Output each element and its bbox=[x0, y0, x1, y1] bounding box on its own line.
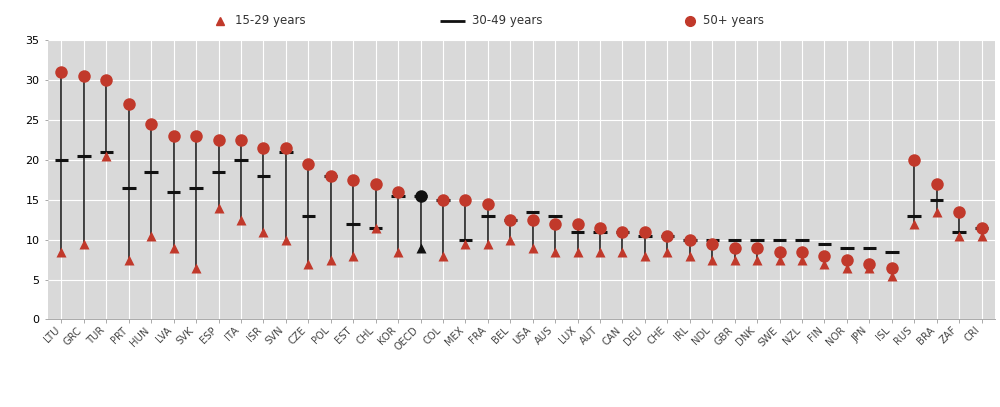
Text: 30-49 years: 30-49 years bbox=[472, 14, 542, 27]
Text: 15-29 years: 15-29 years bbox=[235, 14, 306, 27]
Text: 50+ years: 50+ years bbox=[703, 14, 764, 27]
